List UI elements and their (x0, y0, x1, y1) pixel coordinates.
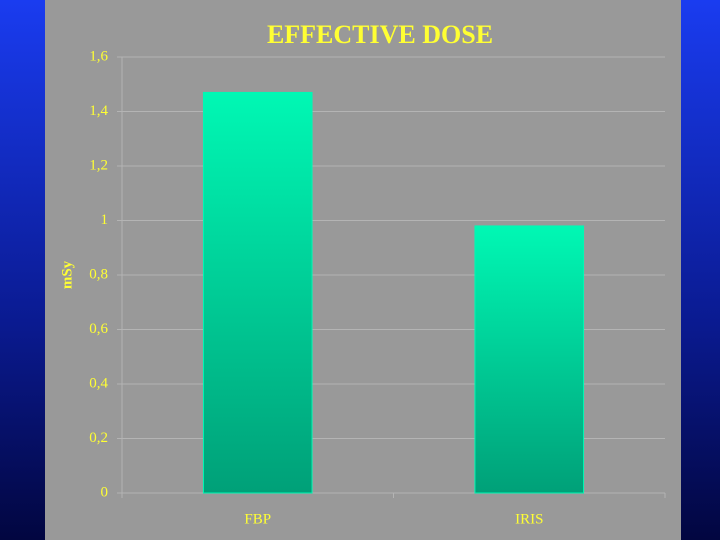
x-tick-label: FBP (244, 511, 271, 527)
y-tick-label: 0,6 (89, 321, 108, 337)
y-tick-label: 0,2 (89, 430, 108, 446)
y-tick-label: 0 (101, 484, 109, 500)
bar (474, 225, 585, 494)
y-tick-label: 1 (101, 212, 109, 228)
y-tick-label: 0,4 (89, 375, 108, 391)
y-tick-label: 1,4 (89, 103, 108, 119)
y-tick-label: 1,6 (89, 48, 108, 64)
bar (202, 91, 313, 494)
chart-title: EFFECTIVE DOSE (267, 20, 493, 49)
x-tick-label: IRIS (515, 511, 543, 527)
y-axis-title: mSy (59, 260, 75, 289)
y-tick-label: 0,8 (89, 266, 108, 282)
y-tick-label: 1,2 (89, 157, 108, 173)
chart-panel (45, 0, 681, 540)
